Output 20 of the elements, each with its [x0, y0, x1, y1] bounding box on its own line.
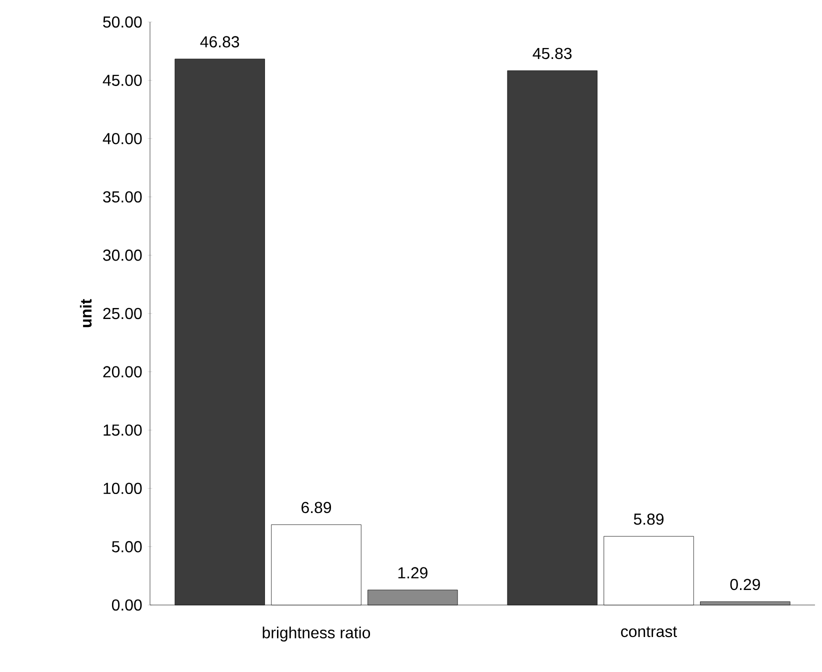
data-label: 46.83 [200, 36, 240, 48]
data-label: 1.29 [398, 567, 428, 578]
y-tick-label: 0.00 [112, 599, 142, 611]
y-tick-label: 45.00 [102, 74, 142, 86]
y-tick-label: 5.00 [112, 541, 142, 552]
data-label: 45.83 [532, 48, 572, 60]
x-tick-label: brightness ratio [262, 626, 370, 642]
y-tick-label: 40.00 [102, 132, 142, 144]
y-tick-label: 30.00 [103, 250, 142, 261]
y-tick-label: 35.00 [103, 191, 142, 203]
y-tick-label: 10.00 [104, 482, 142, 494]
y-tick-label: 25.00 [103, 308, 142, 320]
y-tick-label: 15.00 [104, 424, 142, 436]
y-axis-title: unit [80, 299, 92, 328]
data-label: 6.89 [302, 502, 332, 514]
y-tick-label: 20.00 [103, 366, 142, 378]
data-label: 0.29 [730, 578, 760, 590]
data-label: 5.89 [634, 514, 664, 525]
x-tick-label: contrast [621, 626, 677, 638]
y-tick-label: 50.00 [103, 16, 142, 28]
